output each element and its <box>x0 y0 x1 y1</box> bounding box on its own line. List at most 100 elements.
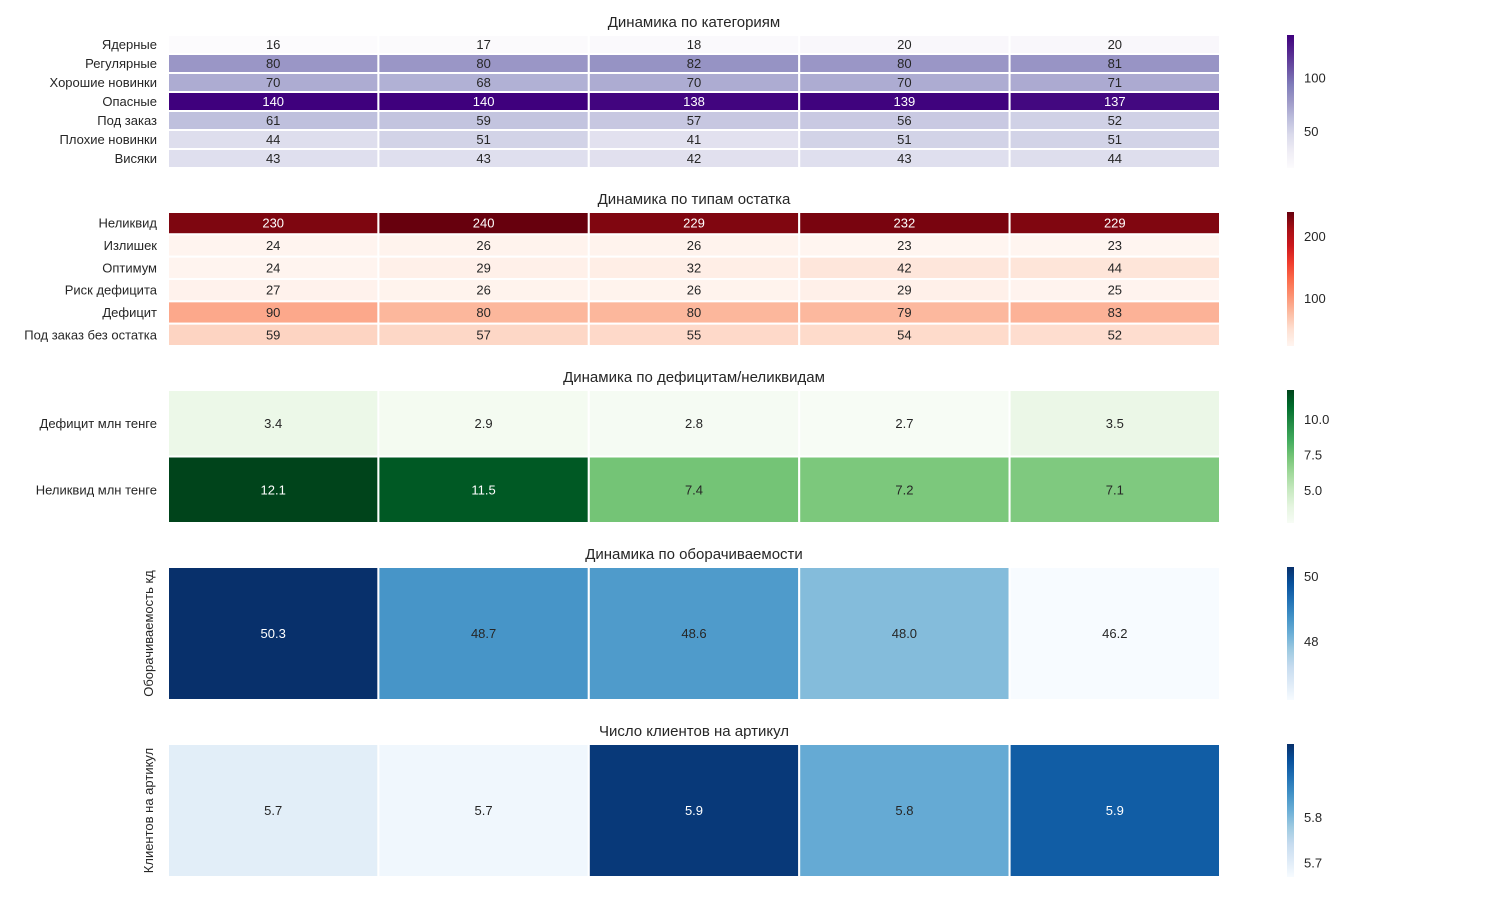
colorbar <box>1287 212 1294 346</box>
cell-value-label: 83 <box>1108 305 1122 320</box>
heatmap-cell <box>587 566 801 701</box>
colorbar-tick-label: 50 <box>1304 569 1318 584</box>
y-axis-label: Клиентов на артикул <box>141 748 156 873</box>
heatmap-cell <box>798 743 1011 878</box>
cell-value-label: 5.9 <box>1106 803 1124 818</box>
cell-value-label: 3.5 <box>1106 416 1124 431</box>
colorbar-tick-label: 100 <box>1304 70 1326 85</box>
cell-value-label: 59 <box>476 113 490 128</box>
cell-value-label: 51 <box>476 132 490 147</box>
row-label: Хорошие новинки <box>50 75 157 90</box>
row-label: Дефицит <box>102 305 157 320</box>
panel-title: Динамика по типам остатка <box>598 191 791 208</box>
cell-value-label: 70 <box>897 75 911 90</box>
panel-title: Динамика по категориям <box>608 14 780 31</box>
cell-value-label: 80 <box>476 56 490 71</box>
heatmap-cell <box>1008 566 1221 701</box>
cell-value-label: 82 <box>687 56 701 71</box>
cell-value-label: 5.8 <box>895 803 913 818</box>
cell-value-label: 24 <box>266 260 280 275</box>
heatmap-cell <box>167 455 380 524</box>
cell-value-label: 139 <box>894 94 916 109</box>
cell-value-label: 5.9 <box>685 803 703 818</box>
colorbar <box>1287 744 1294 877</box>
cell-value-label: 17 <box>476 37 490 52</box>
heatmap-cell <box>1008 389 1221 458</box>
cell-value-label: 2.9 <box>475 416 493 431</box>
cell-value-label: 7.2 <box>895 482 913 497</box>
cell-value-label: 70 <box>687 75 701 90</box>
cell-value-label: 41 <box>687 132 701 147</box>
row-label: Оптимум <box>102 260 157 275</box>
cell-value-label: 44 <box>1108 260 1122 275</box>
cell-value-label: 70 <box>266 75 280 90</box>
cell-value-label: 138 <box>683 94 705 109</box>
cell-value-label: 137 <box>1104 94 1126 109</box>
cell-value-label: 26 <box>476 238 490 253</box>
cell-value-label: 24 <box>266 238 280 253</box>
heatmap-panel-5: Число клиентов на артикул Клиентов на арт… <box>141 723 1322 878</box>
row-label: Под заказ без остатка <box>24 327 158 342</box>
cell-value-label: 44 <box>1108 151 1122 166</box>
cell-value-label: 26 <box>687 283 701 298</box>
cell-value-label: 12.1 <box>261 482 286 497</box>
heatmap-cell <box>798 455 1011 524</box>
cell-value-label: 42 <box>687 151 701 166</box>
heatmap-cell <box>167 743 380 878</box>
cell-value-label: 229 <box>683 216 705 231</box>
heatmap-panel-2: Динамика по типам остатка Неликвид 230 240 2… <box>24 191 1326 347</box>
cell-value-label: 68 <box>476 75 490 90</box>
cell-value-label: 56 <box>897 113 911 128</box>
colorbar-tick-label: 10.0 <box>1304 412 1329 427</box>
cell-value-label: 90 <box>266 305 280 320</box>
row-label: Излишек <box>104 238 158 253</box>
cell-value-label: 80 <box>897 56 911 71</box>
heatmap-cell <box>1008 148 1221 169</box>
cell-value-label: 20 <box>897 37 911 52</box>
row-label: Неликвид млн тенге <box>36 482 157 497</box>
cell-value-label: 50.3 <box>261 626 286 641</box>
heatmap-cell <box>1008 455 1221 524</box>
row-label: Опасные <box>102 94 157 109</box>
cell-value-label: 61 <box>266 113 280 128</box>
colorbar-tick-label: 7.5 <box>1304 448 1322 463</box>
cell-value-label: 25 <box>1108 283 1122 298</box>
cell-value-label: 43 <box>266 151 280 166</box>
heatmap-cell <box>1008 743 1221 878</box>
heatmap-cell <box>167 566 380 701</box>
cell-value-label: 51 <box>897 132 911 147</box>
cell-value-label: 23 <box>1108 238 1122 253</box>
heatmap-cell <box>377 389 590 458</box>
cell-value-label: 57 <box>687 113 701 128</box>
panel-title: Число клиентов на артикул <box>599 723 789 740</box>
cell-value-label: 26 <box>476 283 490 298</box>
cell-value-label: 43 <box>476 151 490 166</box>
row-label: Дефицит млн тенге <box>40 416 157 431</box>
cell-value-label: 240 <box>473 216 495 231</box>
heatmap-cell <box>587 455 801 524</box>
cell-value-label: 27 <box>266 283 280 298</box>
colorbar-tick-label: 48 <box>1304 634 1318 649</box>
cell-value-label: 81 <box>1108 56 1122 71</box>
colorbar-tick-label: 5.7 <box>1304 856 1322 871</box>
cell-value-label: 140 <box>473 94 495 109</box>
colorbar <box>1287 567 1294 700</box>
cell-value-label: 2.8 <box>685 416 703 431</box>
heatmap-cell <box>167 389 380 458</box>
cell-value-label: 5.7 <box>475 803 493 818</box>
cell-value-label: 59 <box>266 327 280 342</box>
panel-title: Динамика по дефицитам/неликвидам <box>563 369 825 386</box>
cell-value-label: 51 <box>1108 132 1122 147</box>
row-label: Риск дефицита <box>65 283 158 298</box>
cell-value-label: 48.6 <box>681 626 706 641</box>
cell-value-label: 5.7 <box>264 803 282 818</box>
row-label: Плохие новинки <box>60 132 157 147</box>
cell-value-label: 3.4 <box>264 416 282 431</box>
colorbar <box>1287 35 1294 168</box>
cell-value-label: 52 <box>1108 327 1122 342</box>
cell-value-label: 42 <box>897 260 911 275</box>
cell-value-label: 20 <box>1108 37 1122 52</box>
cell-value-label: 140 <box>262 94 284 109</box>
